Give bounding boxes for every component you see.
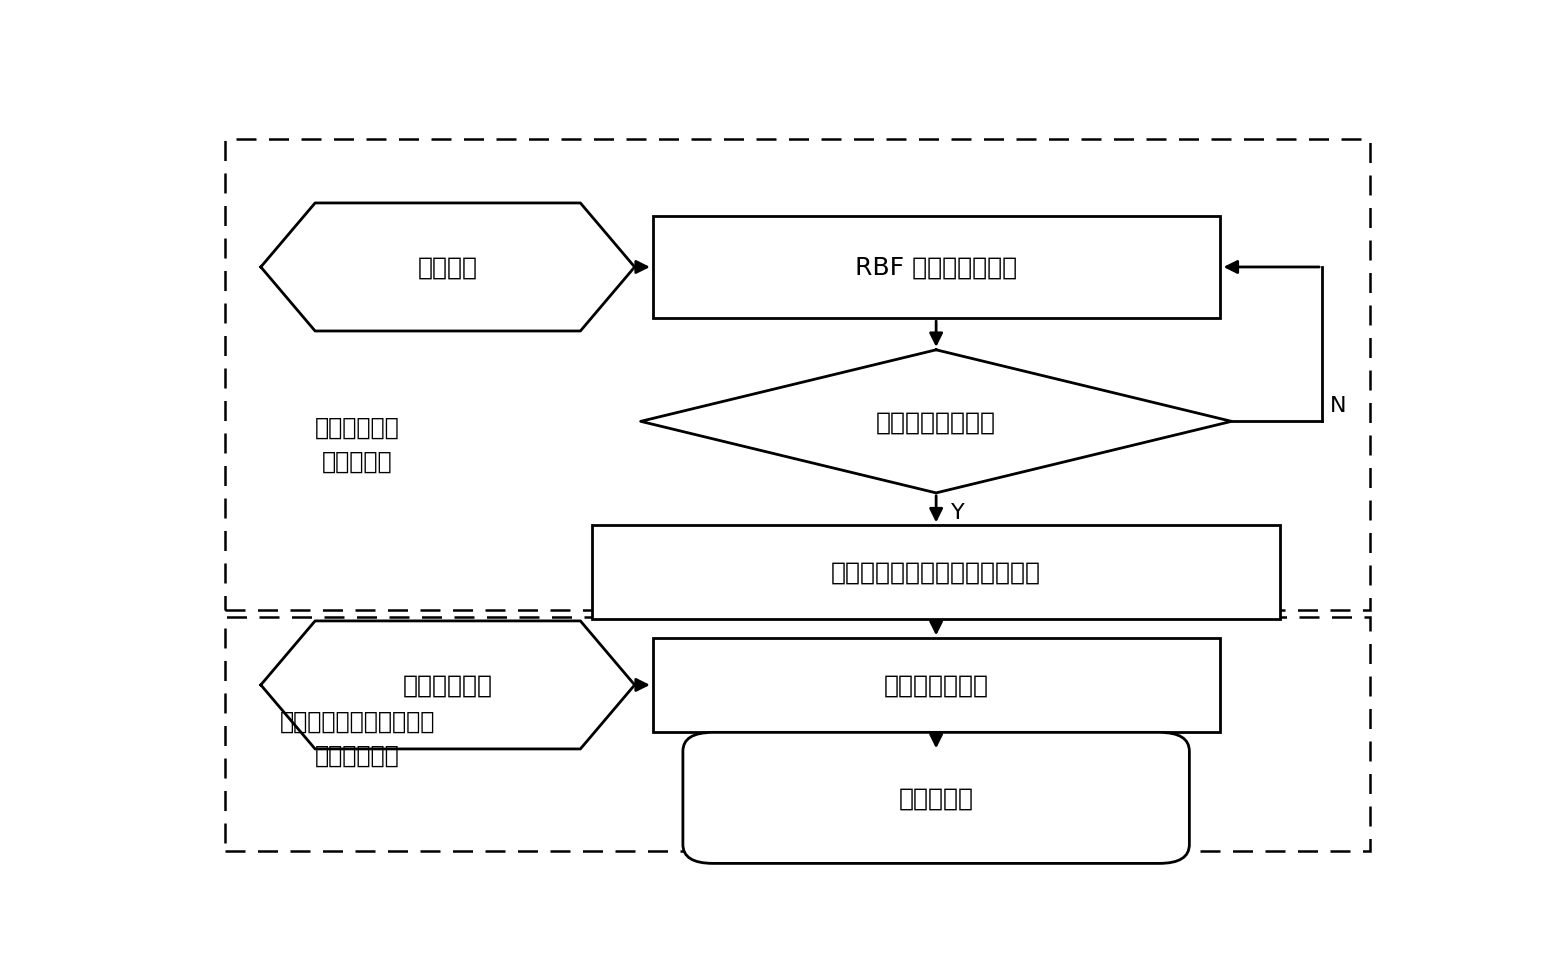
Text: 热误差预测结果: 热误差预测结果 bbox=[884, 673, 988, 698]
Text: 是否获得最优参数: 是否获得最优参数 bbox=[876, 410, 996, 434]
Bar bbox=[652, 217, 1220, 319]
FancyBboxPatch shape bbox=[683, 733, 1189, 864]
Text: RBF 核函数参数选择: RBF 核函数参数选择 bbox=[856, 256, 1018, 279]
Text: 最小二乘支持
向量机训练: 最小二乘支持 向量机训练 bbox=[314, 416, 400, 473]
Text: Y: Y bbox=[951, 502, 965, 522]
Text: 最小二乘支持向量机建模
与热误差补偿: 最小二乘支持向量机建模 与热误差补偿 bbox=[280, 709, 436, 767]
Bar bbox=[224, 617, 1371, 851]
Polygon shape bbox=[261, 204, 635, 331]
Polygon shape bbox=[261, 621, 635, 749]
Text: N: N bbox=[1329, 396, 1346, 415]
Text: 样本数据: 样本数据 bbox=[417, 256, 478, 279]
Bar bbox=[224, 140, 1371, 610]
Polygon shape bbox=[641, 351, 1232, 493]
Bar bbox=[593, 526, 1279, 619]
Text: 实时测点数据: 实时测点数据 bbox=[403, 673, 493, 698]
Bar bbox=[652, 639, 1220, 732]
Text: 最小二乘支持向量机热误差模型: 最小二乘支持向量机热误差模型 bbox=[831, 561, 1041, 584]
Text: 热误差补偿: 热误差补偿 bbox=[899, 786, 974, 810]
